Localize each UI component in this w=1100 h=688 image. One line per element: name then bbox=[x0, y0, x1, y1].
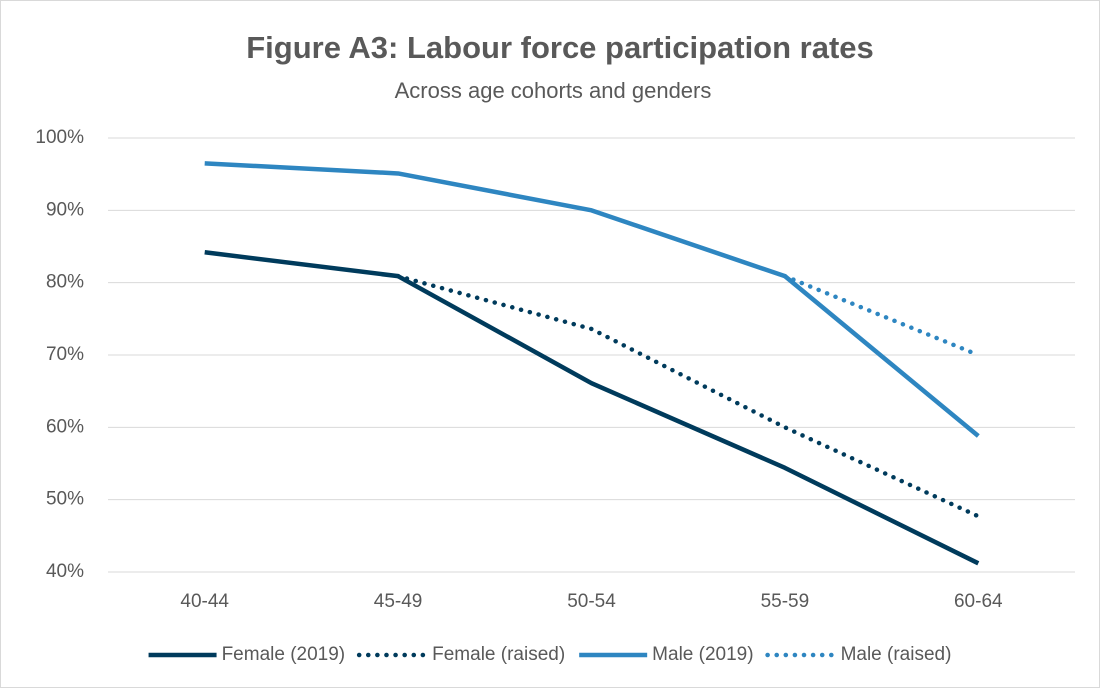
y-tick-label: 60% bbox=[46, 416, 84, 437]
x-tick-label: 60-64 bbox=[954, 591, 1003, 612]
chart-subtitle: Across age cohorts and genders bbox=[395, 78, 712, 103]
x-tick-label: 50-54 bbox=[567, 591, 616, 612]
legend-label: Female (raised) bbox=[432, 644, 565, 665]
x-tick-label: 45-49 bbox=[374, 591, 423, 612]
y-tick-label: 80% bbox=[46, 272, 84, 293]
y-tick-label: 50% bbox=[46, 489, 84, 510]
y-tick-label: 70% bbox=[46, 344, 84, 365]
series-line bbox=[204, 161, 980, 438]
chart-title: Figure A3: Labour force participation ra… bbox=[246, 30, 874, 65]
series-line bbox=[204, 250, 980, 566]
series-line bbox=[395, 273, 981, 519]
x-tick-label: 40-44 bbox=[180, 591, 229, 612]
y-tick-label: 90% bbox=[46, 199, 84, 220]
series-line bbox=[782, 273, 981, 358]
legend-label: Male (2019) bbox=[652, 644, 753, 665]
x-tick-label: 55-59 bbox=[761, 591, 810, 612]
y-tick-label: 100% bbox=[35, 127, 84, 148]
y-tick-label: 40% bbox=[46, 561, 84, 582]
legend-label: Female (2019) bbox=[222, 644, 346, 665]
legend-label: Male (raised) bbox=[841, 644, 952, 665]
